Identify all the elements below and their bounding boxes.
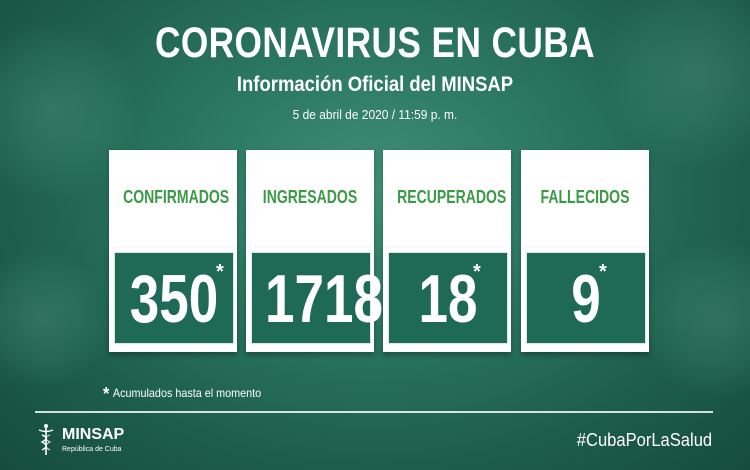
footnote: * Acumulados hasta el momento	[103, 384, 261, 405]
card-confirmados: CONFIRMADOS 350 *	[109, 150, 237, 352]
footer-divider	[35, 411, 713, 413]
card-label-box: FALLECIDOS	[521, 150, 649, 248]
card-value-panel: 350 *	[114, 252, 234, 344]
logo-name: MINSAP	[62, 426, 125, 443]
card-label: FALLECIDOS	[540, 187, 630, 207]
minsap-logo: MINSAP República de Cuba	[35, 422, 155, 458]
card-value-box: 1718	[246, 248, 383, 352]
card-value-panel: 1718	[251, 252, 383, 344]
card-fallecidos: FALLECIDOS 9 *	[521, 150, 649, 352]
caduceus-icon	[38, 424, 54, 455]
card-recuperados: RECUPERADOS 18 *	[383, 150, 511, 352]
footnote-asterisk: *	[103, 384, 110, 404]
card-ingresados: INGRESADOS 1718	[246, 150, 383, 352]
card-value-panel: 18 *	[388, 252, 508, 344]
card-value-box: 18 *	[383, 248, 511, 352]
report-date: 5 de abril de 2020 / 11:59 p. m.	[292, 107, 458, 122]
hashtag: #CubaPorLaSalud	[576, 430, 712, 450]
card-label: RECUPERADOS	[397, 187, 507, 207]
card-asterisk: *	[599, 261, 607, 283]
background-virus-decoration	[0, 250, 110, 390]
card-label-box: CONFIRMADOS	[109, 150, 237, 248]
logo-subtitle: República de Cuba	[62, 446, 122, 453]
card-asterisk: *	[216, 261, 224, 283]
card-value-box: 350 *	[109, 248, 237, 352]
card-label: INGRESADOS	[262, 187, 358, 207]
card-value: 18	[418, 261, 478, 337]
page-subtitle: Información Oficial del MINSAP	[236, 73, 514, 96]
stats-cards: CONFIRMADOS 350 * INGRESADOS 1718 RECUPE…	[109, 150, 649, 352]
card-label: CONFIRMADOS	[123, 187, 230, 207]
card-value-panel: 9 *	[526, 252, 646, 344]
background-virus-decoration	[640, 240, 750, 400]
card-value: 1718	[264, 261, 383, 337]
card-asterisk: *	[473, 261, 481, 283]
page-title: CORONAVIRUS EN CUBA	[154, 19, 596, 67]
header: CORONAVIRUS EN CUBA Información Oficial …	[0, 19, 750, 123]
card-value: 350	[129, 261, 219, 337]
card-value: 9	[571, 261, 601, 337]
footnote-text: Acumulados hasta el momento	[112, 386, 262, 400]
card-label-box: INGRESADOS	[246, 150, 374, 248]
card-value-box: 9 *	[521, 248, 649, 352]
card-label-box: RECUPERADOS	[383, 150, 511, 248]
